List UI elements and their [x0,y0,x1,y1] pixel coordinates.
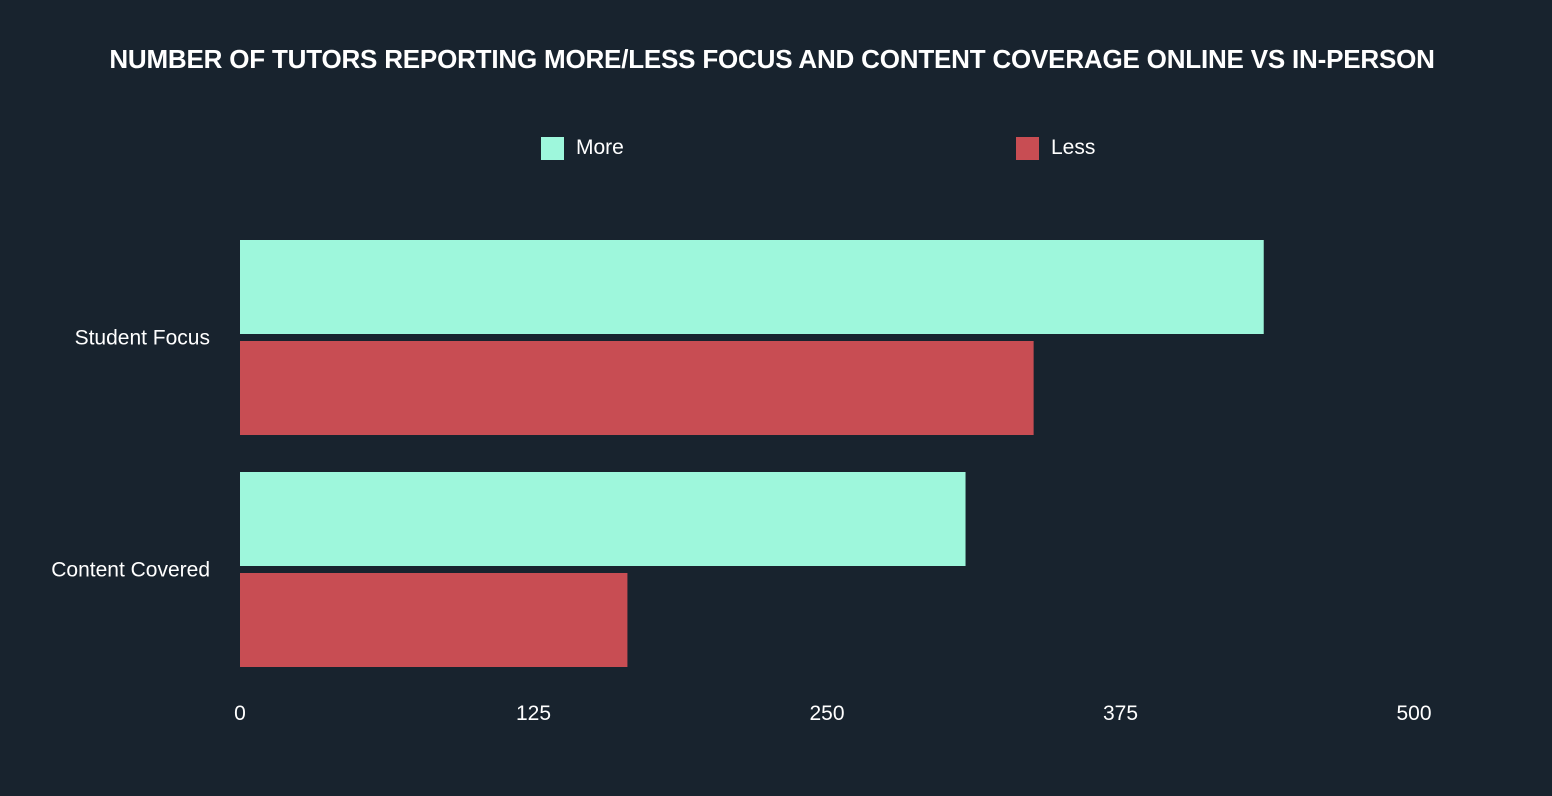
legend-swatch-more [541,136,564,160]
category-label: Content Covered [51,559,210,582]
bar-less-content-covered[interactable] [240,573,628,667]
x-tick-label: 250 [809,702,844,725]
bar-less-student-focus[interactable] [240,341,1034,435]
bar-more-content-covered[interactable] [240,472,966,566]
legend-item-more[interactable]: More [541,136,624,160]
legend-label-less: Less [1051,136,1096,159]
x-tick-label: 0 [234,702,246,725]
chart-title: NUMBER OF TUTORS REPORTING MORE/LESS FOC… [109,44,1435,74]
bar-more-student-focus[interactable] [240,240,1264,334]
legend-label-more: More [576,136,624,159]
x-tick-label: 125 [516,702,551,725]
category-label: Student Focus [75,327,210,350]
legend-swatch-less [1016,136,1039,160]
x-tick-label: 375 [1103,702,1138,725]
x-tick-label: 500 [1396,702,1431,725]
legend-item-less[interactable]: Less [1016,136,1095,160]
